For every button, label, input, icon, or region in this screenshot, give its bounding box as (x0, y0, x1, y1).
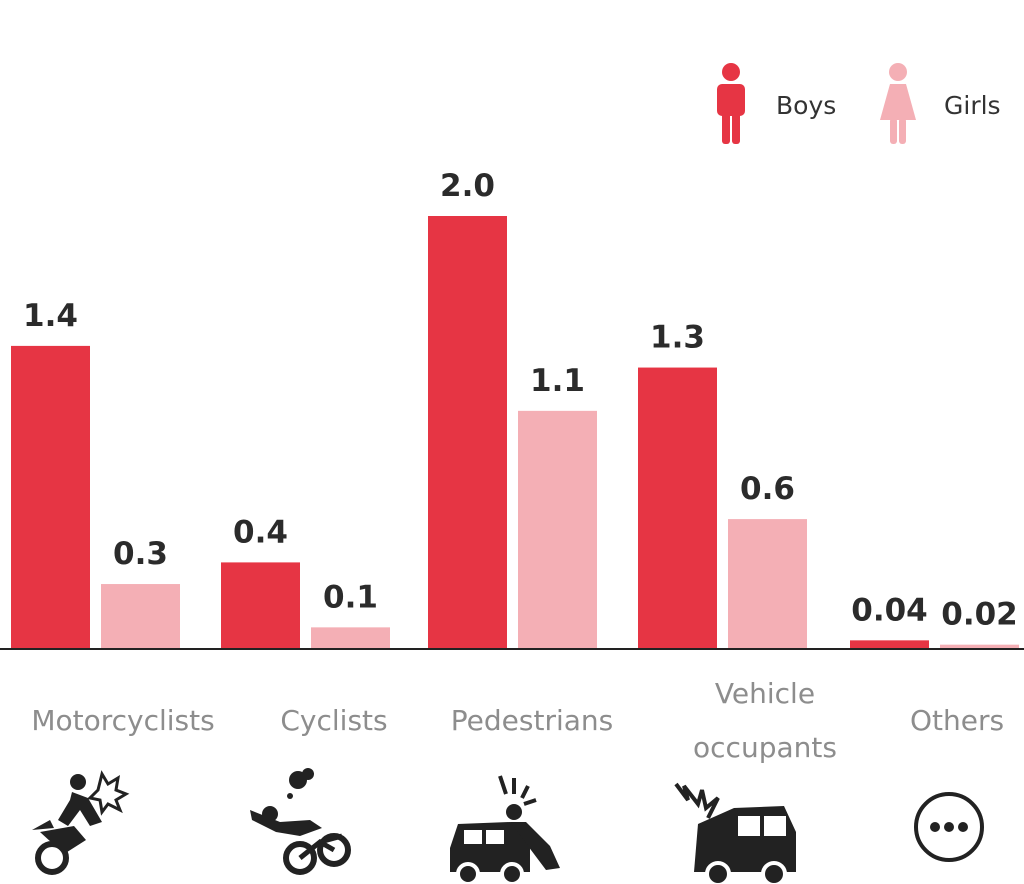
value-label-boys-3: 1.3 (650, 320, 705, 356)
legend-item-boys: Boys (717, 63, 836, 144)
bar-boys-2 (428, 216, 507, 649)
value-labels-group: 1.4 0.4 2.0 1.3 0.04 0.3 0.1 1.1 0.6 0.02 (23, 168, 1018, 633)
bar-boys-4 (850, 640, 929, 649)
value-label-boys-2: 2.0 (440, 168, 495, 204)
category-label-0: Motorcyclists (31, 704, 214, 737)
legend: Boys Girls (717, 63, 1001, 144)
more-dots-icon (914, 792, 984, 862)
value-label-boys-4: 0.04 (851, 592, 928, 628)
value-label-girls-0: 0.3 (113, 536, 168, 572)
category-label-3-line-0: Vehicle (715, 677, 815, 710)
vehicle-crash-icon (674, 782, 796, 884)
bar-girls-2 (518, 410, 597, 649)
value-label-girls-1: 0.1 (323, 579, 378, 615)
category-label-2: Pedestrians (451, 704, 613, 737)
legend-label-girls: Girls (944, 91, 1001, 120)
category-label-3-line-1: occupants (693, 731, 837, 764)
girl-figure-icon (880, 63, 916, 144)
value-label-girls-3: 0.6 (740, 471, 795, 507)
legend-label-boys: Boys (776, 91, 836, 120)
cyclist-crash-icon (250, 768, 351, 875)
legend-item-girls: Girls (880, 63, 1001, 144)
category-labels-group: Motorcyclists Cyclists Pedestrians Vehicle o… (31, 677, 1004, 764)
value-label-girls-4: 0.02 (941, 597, 1018, 633)
bar-girls-0 (101, 584, 180, 649)
value-label-girls-2: 1.1 (530, 363, 585, 399)
bar-boys-1 (221, 562, 300, 649)
value-label-boys-0: 1.4 (23, 298, 78, 334)
bar-girls-1 (311, 627, 390, 649)
bar-boys-0 (11, 345, 90, 649)
bars-group (11, 216, 1019, 649)
boy-figure-icon (717, 63, 745, 144)
pedestrian-car-crash-icon (450, 775, 560, 884)
bar-girls-3 (728, 519, 807, 649)
motorcyclist-crash-icon (32, 770, 130, 875)
category-label-1: Cyclists (280, 704, 387, 737)
bar-boys-3 (638, 367, 717, 649)
value-label-boys-1: 0.4 (233, 514, 288, 550)
category-label-4: Others (910, 704, 1004, 737)
bar-girls-4 (940, 644, 1019, 649)
